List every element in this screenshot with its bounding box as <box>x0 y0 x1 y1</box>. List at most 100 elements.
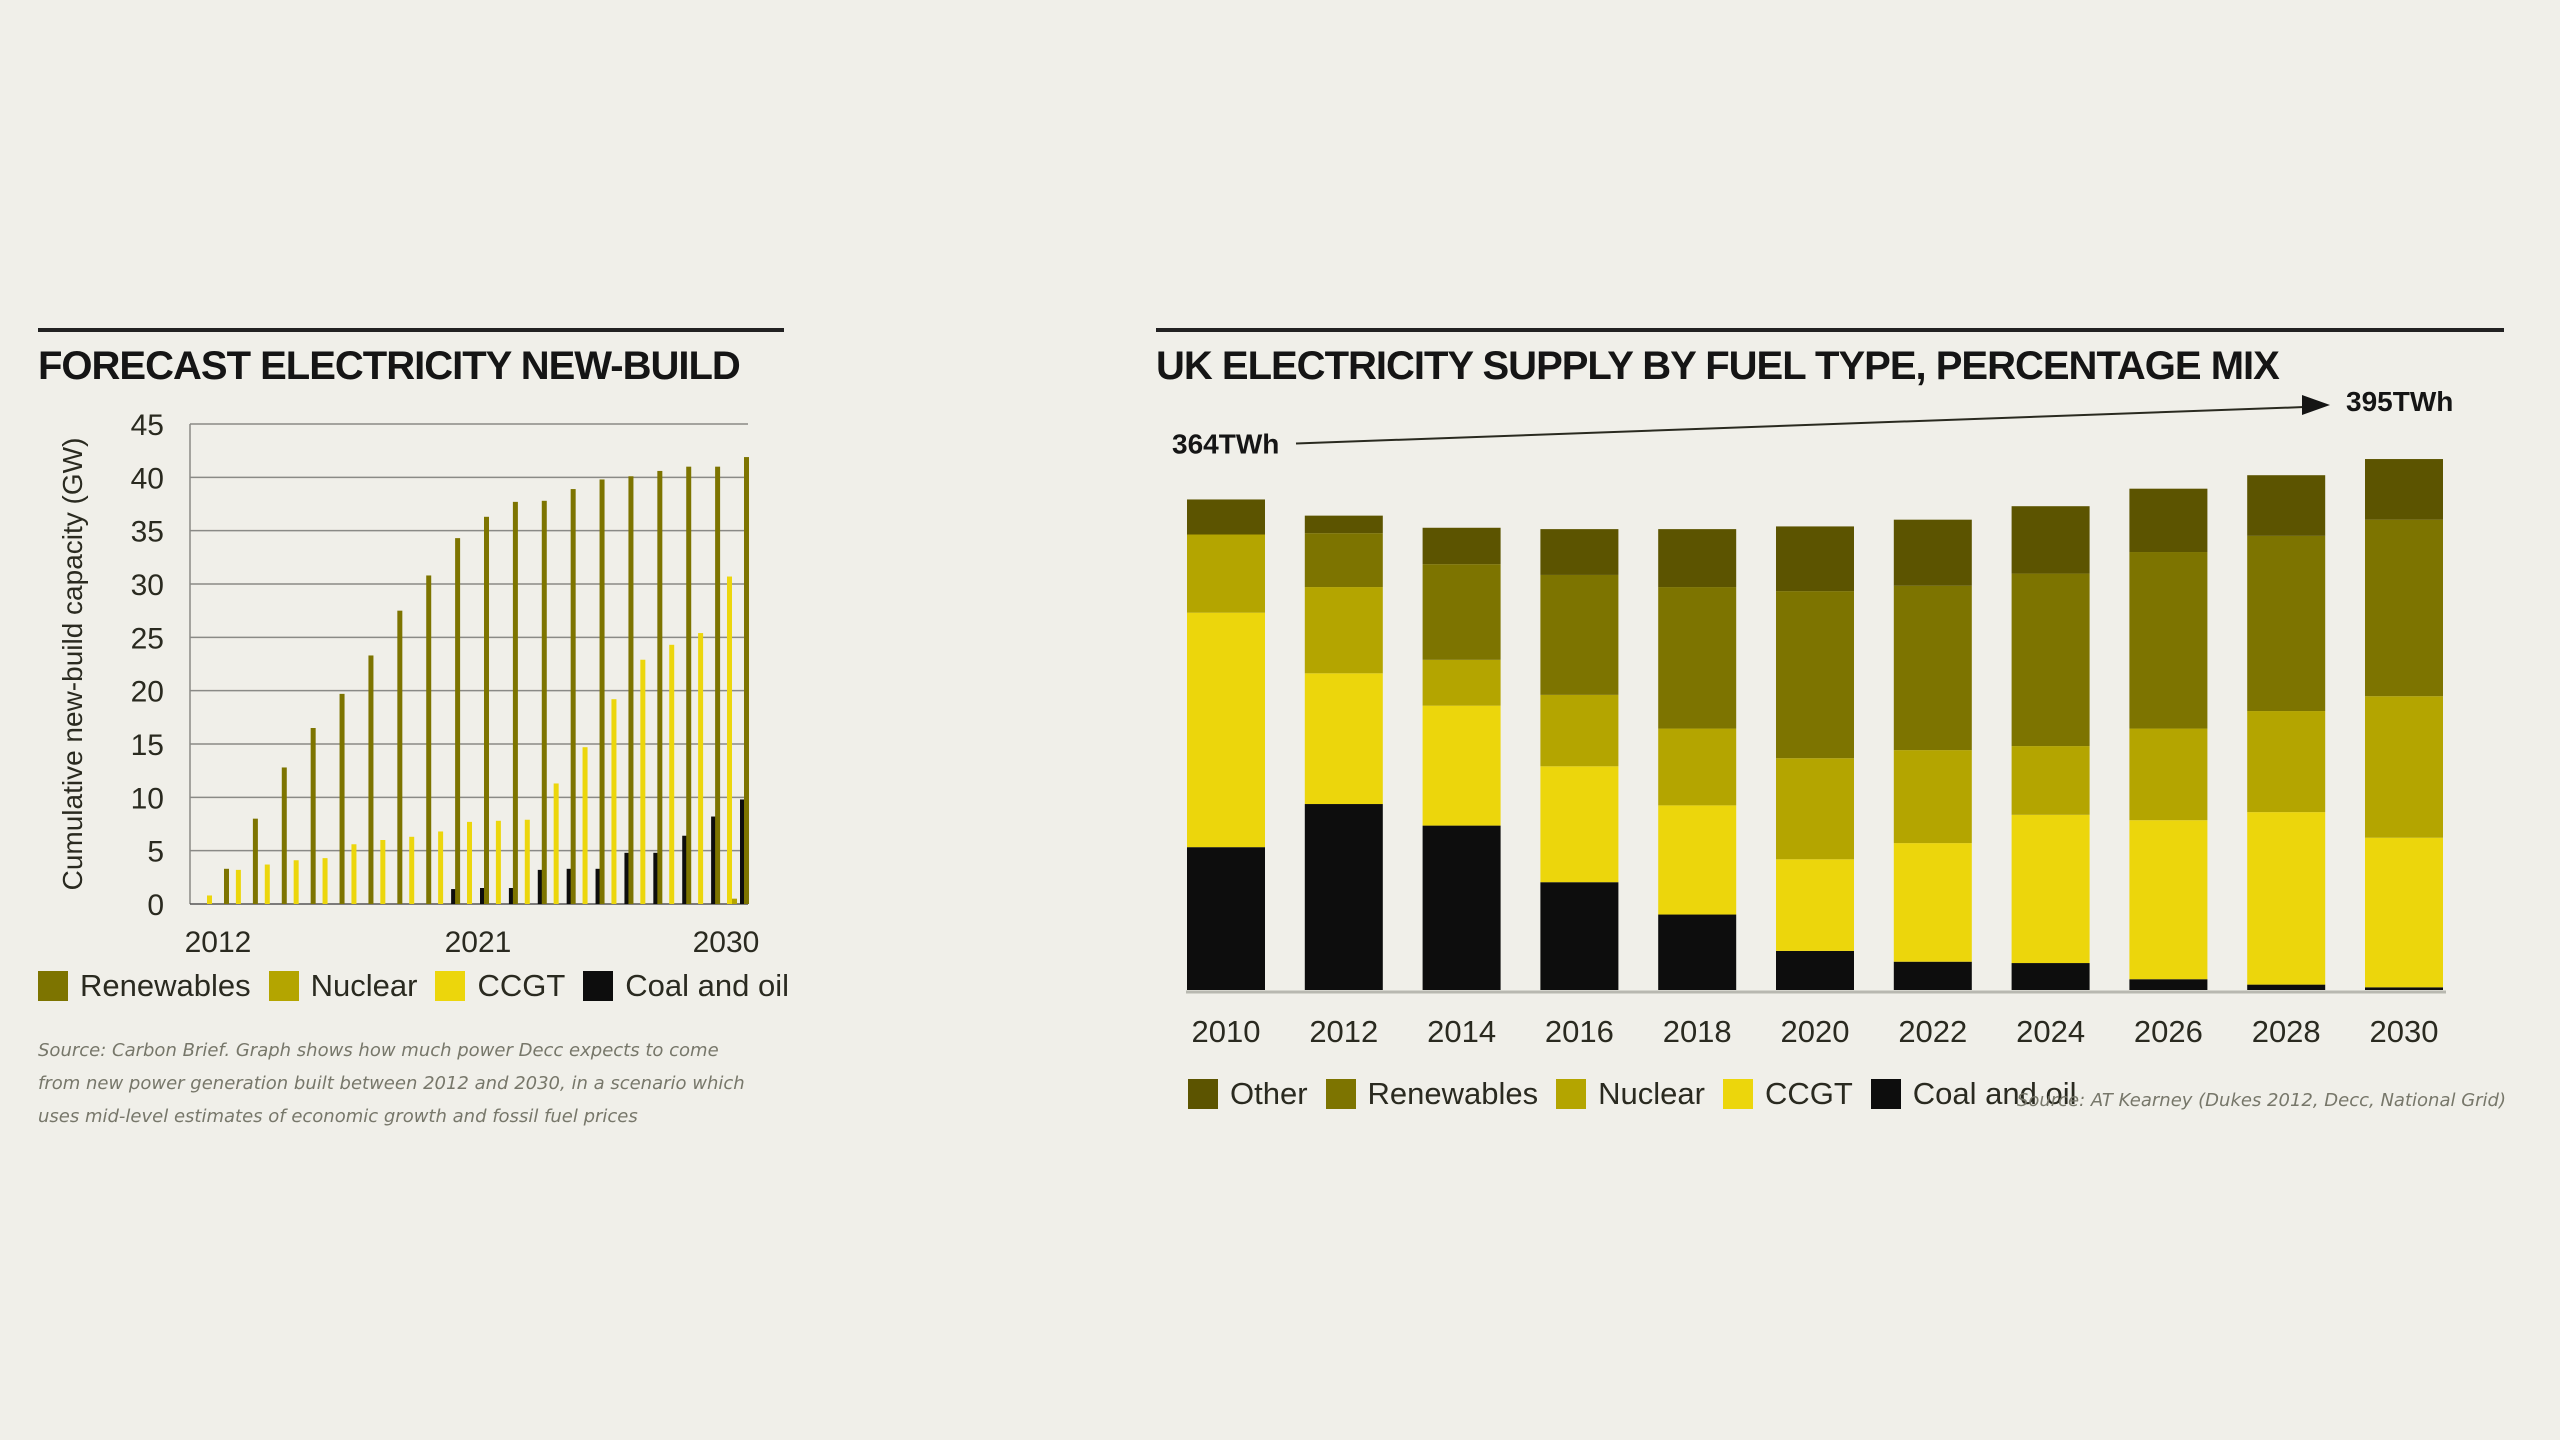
bar-segment-coal-and-oil-2020 <box>1776 950 1854 990</box>
y-axis-title: Cumulative new-build capacity (GW) <box>57 438 88 891</box>
bar-renewables-2024 <box>570 489 576 904</box>
x-tick-label: 2026 <box>2134 1014 2203 1049</box>
bar-renewables-2014 <box>281 767 287 904</box>
y-tick-label: 15 <box>131 729 164 762</box>
bar-coal-and-oil-2028 <box>682 835 688 904</box>
legend-swatch <box>583 971 614 1001</box>
y-tick-label: 10 <box>131 782 164 815</box>
bar-segment-other-2016 <box>1540 529 1619 575</box>
bar-ccgt-2028 <box>669 644 675 904</box>
x-tick-label: 2020 <box>1781 1014 1850 1049</box>
chart-title: UK ELECTRICITY SUPPLY BY FUEL TYPE, PERC… <box>1156 344 2280 388</box>
x-tick-label: 2010 <box>1192 1014 1261 1049</box>
bar-renewables-2017 <box>368 655 374 904</box>
bar-segment-coal-and-oil-2016 <box>1540 882 1619 990</box>
bar-segment-coal-and-oil-2018 <box>1658 914 1737 990</box>
bar-segment-renewables-2018 <box>1658 587 1737 729</box>
legend-label: Nuclear <box>1598 1076 1705 1111</box>
bar-ccgt-2024 <box>553 783 559 904</box>
bar-renewables-2028 <box>686 466 692 904</box>
x-tick-label: 2018 <box>1663 1014 1732 1049</box>
legend-label: CCGT <box>1764 1076 1853 1111</box>
bar-segment-ccgt-2028 <box>2247 812 2326 985</box>
bar-segment-nuclear-2010 <box>1187 534 1265 613</box>
bar-renewables-2013 <box>252 818 258 904</box>
bar-segment-renewables-2030 <box>2365 519 2443 697</box>
bar-segment-ccgt-2020 <box>1776 859 1854 951</box>
bar-segment-other-2014 <box>1422 527 1501 565</box>
x-tick-label: 2024 <box>2016 1014 2085 1049</box>
end-total-label: 395TWh <box>2346 386 2453 417</box>
legend-item-renewables: Renewables <box>38 968 251 1004</box>
bar-segment-coal-and-oil-2030 <box>2365 987 2443 990</box>
arrowhead-icon <box>2302 395 2330 416</box>
bar-renewables-2022 <box>512 501 518 904</box>
legend-label: Renewables <box>1367 1076 1539 1111</box>
legend-label: Coal and oil <box>625 968 789 1003</box>
bar-nuclear-2030 <box>732 898 737 904</box>
legend-label: CCGT <box>477 968 566 1003</box>
x-tick-label: 2030 <box>693 926 760 959</box>
bar-coal-and-oil-2027 <box>653 852 659 904</box>
bar-segment-renewables-2028 <box>2247 535 2326 712</box>
new-build-bar-chart: 0 5 10 15 20 25 30 35 40 45 Cumulative new-build c… <box>57 409 760 959</box>
bar-coal-and-oil-2030 <box>740 799 745 904</box>
bar-ccgt-2029 <box>698 633 704 904</box>
bar-segment-renewables-2016 <box>1540 574 1619 695</box>
bar-segment-ccgt-2016 <box>1540 766 1619 883</box>
legend-swatch <box>1188 1079 1218 1109</box>
bar-ccgt-2021 <box>467 821 472 904</box>
bar-segment-nuclear-2030 <box>2365 696 2443 838</box>
source-note: Source: Carbon Brief. Graph shows how mu… <box>38 1040 745 1127</box>
bar-segment-ccgt-2026 <box>2129 820 2208 980</box>
bar-ccgt-2013 <box>235 869 241 904</box>
bar-segment-coal-and-oil-2014 <box>1422 825 1501 990</box>
bar-segment-other-2026 <box>2129 488 2208 553</box>
bar-coal-and-oil-2029 <box>711 816 717 904</box>
legend-swatch <box>435 971 466 1001</box>
legend-label: Nuclear <box>310 968 418 1003</box>
bar-segment-renewables-2024 <box>2011 573 2090 747</box>
bar-segment-other-2022 <box>1893 519 1972 586</box>
bar-coal-and-oil-2020 <box>451 889 457 904</box>
bar-ccgt-2018 <box>380 840 386 904</box>
bar-segment-ccgt-2010 <box>1187 612 1265 848</box>
bar-ccgt-2019 <box>409 836 415 904</box>
bar-ccgt-2016 <box>322 858 328 904</box>
y-tick-label: 30 <box>131 569 164 602</box>
bar-renewables-2018 <box>397 610 403 904</box>
x-tick-label: 2021 <box>445 926 512 959</box>
bar-coal-and-oil-2023 <box>537 869 543 904</box>
y-tick-label: 25 <box>131 622 164 655</box>
bar-segment-nuclear-2026 <box>2129 728 2208 821</box>
bar-renewables-2023 <box>541 500 547 904</box>
bar-renewables-2026 <box>628 476 634 904</box>
title-rule <box>1156 328 2504 332</box>
bar-segment-renewables-2022 <box>1893 585 1972 751</box>
legend-swatch <box>1870 1079 1901 1109</box>
bar-ccgt-2012 <box>207 895 212 904</box>
bar-coal-and-oil-2021 <box>480 888 485 904</box>
bar-segment-coal-and-oil-2024 <box>2011 963 2090 990</box>
bar-renewables-2030 <box>744 457 749 904</box>
legend-swatch <box>38 971 68 1001</box>
bar-segment-nuclear-2018 <box>1658 728 1737 806</box>
legend-label: Renewables <box>80 968 251 1003</box>
bar-renewables-2020 <box>455 538 461 904</box>
legend-item-coal-and-oil: Coal and oil <box>583 968 789 1004</box>
bar-segment-nuclear-2020 <box>1776 758 1854 860</box>
bar-segment-other-2030 <box>2365 459 2443 520</box>
bar-segment-other-2010 <box>1187 499 1265 535</box>
bar-ccgt-2026 <box>611 699 617 904</box>
bar-ccgt-2022 <box>495 820 501 904</box>
bar-segment-nuclear-2022 <box>1893 750 1972 844</box>
chart-title: FORECAST ELECTRICITY NEW-BUILD <box>38 344 741 388</box>
x-tick-label: 2012 <box>185 926 252 959</box>
x-tick-label: 2016 <box>1545 1014 1614 1049</box>
bar-renewables-2012 <box>224 868 229 904</box>
bar-segment-nuclear-2016 <box>1540 694 1619 767</box>
legend-swatch <box>268 971 299 1001</box>
bar-segment-ccgt-2018 <box>1658 805 1737 915</box>
bar-ccgt-2014 <box>264 864 270 904</box>
x-tick-label: 2014 <box>1427 1014 1496 1049</box>
